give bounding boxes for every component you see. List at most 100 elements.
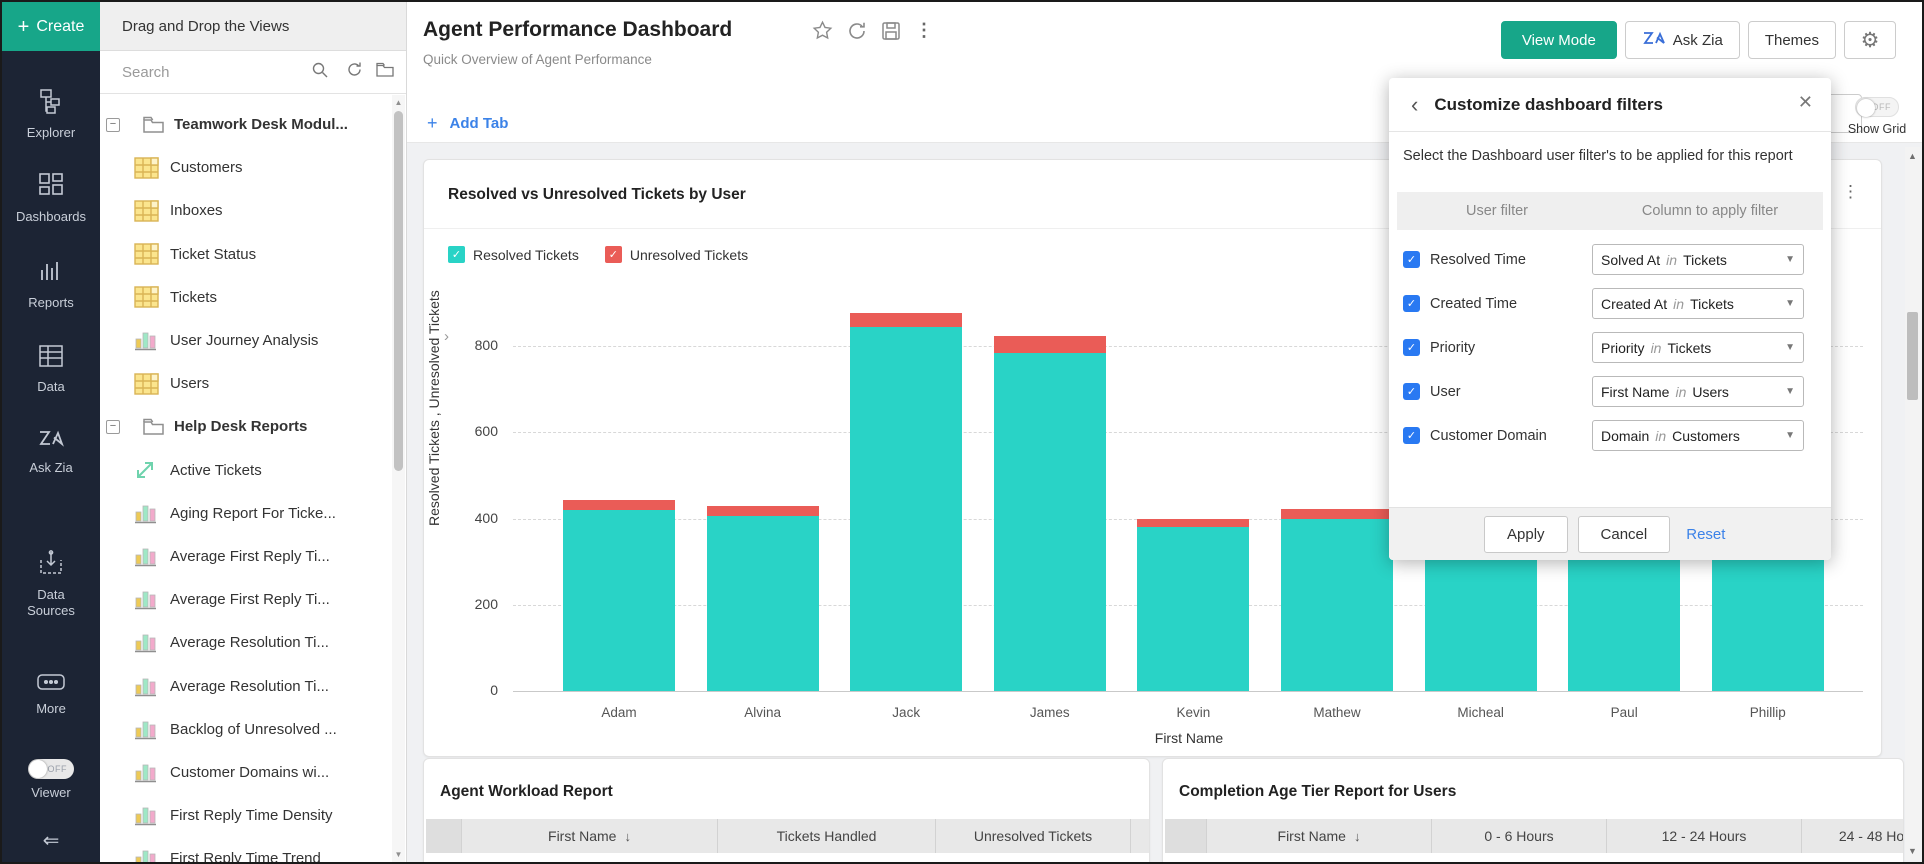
tree-item[interactable]: Average Resolution Ti...: [100, 665, 392, 708]
column-header[interactable]: First Name ↓: [462, 819, 718, 853]
show-grid-toggle[interactable]: OFF: [1855, 97, 1899, 117]
tree-item[interactable]: Aging Report For Ticke...: [100, 492, 392, 535]
tree-item[interactable]: Average First Reply Ti...: [100, 578, 392, 621]
column-header[interactable]: 0 - 6 Hours: [1432, 819, 1607, 853]
tree-item-label: Average First Reply Ti...: [170, 591, 330, 609]
checkbox-checked-icon[interactable]: ✓: [1403, 427, 1420, 444]
bar-unresolved-jack[interactable]: [850, 313, 963, 327]
tree-item[interactable]: Average First Reply Ti...: [100, 535, 392, 578]
filter-column-select[interactable]: Created At in Tickets ▼: [1592, 288, 1804, 319]
checkbox-checked-icon[interactable]: ✓: [1403, 251, 1420, 268]
back-chevron-icon[interactable]: ‹: [1411, 91, 1419, 117]
tree-item[interactable]: Tickets: [100, 276, 392, 319]
checkbox-checked-icon[interactable]: ✓: [1403, 383, 1420, 400]
checkbox-checked-icon[interactable]: ✓: [1403, 295, 1420, 312]
bar-resolved-adam[interactable]: [563, 509, 675, 691]
refresh-dashboard-icon[interactable]: [847, 21, 867, 41]
checkbox-checked-icon[interactable]: ✓: [1403, 339, 1420, 356]
filter-column-select[interactable]: Domain in Customers ▼: [1592, 420, 1804, 451]
scroll-up-icon[interactable]: ▲: [1908, 151, 1917, 161]
add-tab-button[interactable]: + Add Tab: [427, 113, 508, 134]
apply-button[interactable]: Apply: [1484, 515, 1568, 553]
favorite-star-icon[interactable]: [812, 20, 833, 41]
tree-item[interactable]: Average Resolution Ti...: [100, 621, 392, 664]
bar-resolved-james[interactable]: [993, 352, 1106, 691]
filter-column-select[interactable]: First Name in Users ▼: [1592, 376, 1804, 407]
sort-descending-icon[interactable]: ↓: [624, 828, 631, 844]
cancel-button[interactable]: Cancel: [1577, 515, 1671, 553]
tree-item[interactable]: Ticket Status: [100, 233, 392, 276]
add-tab-label: Add Tab: [449, 115, 509, 132]
ask-zia-button[interactable]: Ask Zia: [1624, 21, 1740, 59]
sidebar-item-label: Ask Zia: [29, 460, 73, 475]
main-scrollbar[interactable]: ▲ ▼: [1905, 147, 1920, 860]
agent-workload-header-row: First Name ↓ Tickets Handled Unresolved Tic…: [426, 819, 1149, 853]
scroll-down-icon[interactable]: ▼: [394, 850, 403, 859]
sort-descending-icon[interactable]: ↓: [1353, 828, 1361, 844]
sidebar-item-data-sources[interactable]: Data Sources: [2, 550, 100, 619]
tree-item[interactable]: First Reply Time Density: [100, 794, 392, 837]
column-header[interactable]: Tickets Handled: [718, 819, 936, 853]
column-header[interactable]: First Name ↓: [1207, 819, 1432, 853]
sidebar-item-dashboards[interactable]: Dashboards: [2, 172, 100, 225]
close-icon[interactable]: ✕: [1797, 92, 1813, 112]
column-header[interactable]: Resolved Ti: [1131, 819, 1149, 853]
sidebar-item-explorer[interactable]: Explorer: [2, 88, 100, 141]
sidebar-item-reports[interactable]: Reports: [2, 258, 100, 311]
tree-item[interactable]: Users: [100, 362, 392, 405]
legend-item[interactable]: ✓ Resolved Tickets: [448, 246, 579, 263]
filter-column-select[interactable]: Solved At in Tickets ▼: [1592, 244, 1804, 275]
sidebar-item-ask-zia[interactable]: Ask Zia: [2, 427, 100, 476]
bar-resolved-alvina[interactable]: [706, 516, 819, 691]
sidebar-item-more[interactable]: More: [2, 674, 100, 717]
show-grid-control: OFF Show Grid: [1842, 97, 1912, 136]
tree-item[interactable]: First Reply Time Trend: [100, 837, 392, 862]
bar-unresolved-james[interactable]: [993, 336, 1106, 353]
refresh-views-icon[interactable]: [346, 61, 363, 83]
viewer-toggle[interactable]: OFF: [28, 759, 74, 779]
filter-column-select[interactable]: Priority in Tickets ▼: [1592, 332, 1804, 363]
tree-item[interactable]: Customers: [100, 146, 392, 189]
sidebar-item-data[interactable]: Data: [2, 344, 100, 395]
column-header[interactable]: 24 - 48 Ho: [1802, 819, 1903, 853]
bar-unresolved-alvina[interactable]: [706, 506, 819, 517]
settings-button[interactable]: ⚙: [1844, 21, 1896, 59]
tree-item[interactable]: − Teamwork Desk Modul...: [100, 103, 392, 146]
create-button[interactable]: + Create: [2, 2, 100, 51]
collapse-sidebar-icon[interactable]: ⇐: [42, 830, 60, 852]
tree-item[interactable]: User Journey Analysis: [100, 319, 392, 362]
search-input[interactable]: [122, 63, 292, 81]
bar-unresolved-mathew[interactable]: [1281, 508, 1393, 520]
save-icon[interactable]: [881, 21, 901, 41]
legend-item[interactable]: ✓ Unresolved Tickets: [604, 246, 748, 263]
sidebar-item-label: Explorer: [26, 125, 76, 140]
axis-expand-icon[interactable]: ›: [444, 328, 449, 345]
bar-resolved-kevin[interactable]: [1137, 527, 1250, 691]
tree-item[interactable]: Active Tickets: [100, 449, 392, 492]
scrollbar-thumb[interactable]: [394, 111, 403, 471]
search-icon[interactable]: [312, 62, 328, 83]
scroll-down-icon[interactable]: ▼: [1908, 846, 1917, 856]
bar-unresolved-kevin[interactable]: [1137, 518, 1250, 528]
view-mode-button[interactable]: View Mode: [1500, 21, 1617, 59]
bar-resolved-mathew[interactable]: [1281, 519, 1393, 691]
tree-item[interactable]: Backlog of Unresolved ...: [100, 708, 392, 751]
bar-unresolved-adam[interactable]: [563, 500, 675, 510]
folder-views-icon[interactable]: [376, 62, 394, 82]
views-panel-scrollbar[interactable]: ▲ ▼: [392, 95, 405, 862]
chart-menu-icon[interactable]: ⋮: [1842, 182, 1859, 201]
more-options-icon[interactable]: ⋮: [915, 20, 933, 40]
tree-item-label: Active Tickets: [170, 461, 262, 479]
reset-link[interactable]: Reset: [1686, 525, 1726, 543]
scroll-up-icon[interactable]: ▲: [394, 98, 403, 107]
column-header[interactable]: Unresolved Tickets: [936, 819, 1131, 853]
tree-item[interactable]: Inboxes: [100, 189, 392, 232]
column-header[interactable]: 12 - 24 Hours: [1607, 819, 1802, 853]
scrollbar-thumb[interactable]: [1907, 312, 1918, 400]
tree-item[interactable]: − Help Desk Reports: [100, 405, 392, 448]
bar-resolved-jack[interactable]: [850, 326, 963, 691]
collapse-node-icon[interactable]: −: [106, 117, 120, 132]
collapse-node-icon[interactable]: −: [106, 419, 120, 434]
tree-item[interactable]: Customer Domains wi...: [100, 751, 392, 794]
themes-button[interactable]: Themes: [1747, 21, 1836, 59]
